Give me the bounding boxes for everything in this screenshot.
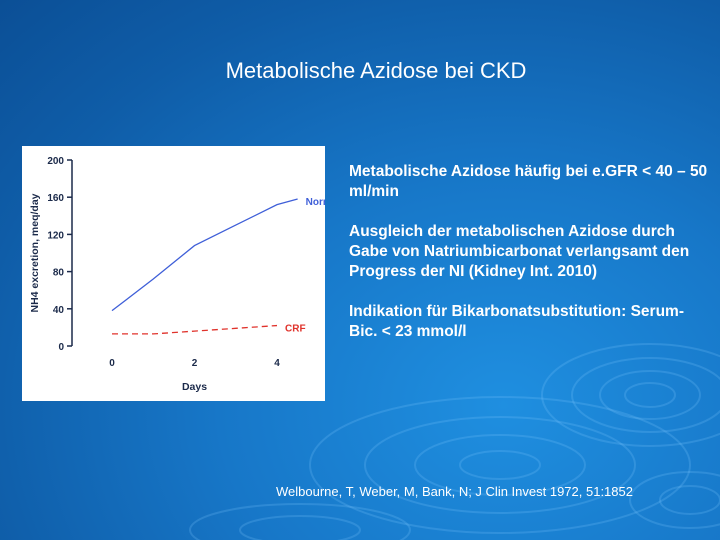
x-tick-label: 4 bbox=[274, 358, 280, 369]
nh4-excretion-chart: 0 40 80 120 160 200 0 2 4 Days NH4 excretion, meq/… bbox=[22, 146, 325, 401]
series-line-normals bbox=[111, 198, 298, 312]
bullet-list: Metabolische Azidose häufig bei e.GFR < … bbox=[349, 162, 709, 362]
reference-citation: Welbourne, T, Weber, M, Bank, N; J Clin … bbox=[276, 484, 633, 499]
x-axis-label: Days bbox=[182, 381, 207, 393]
bullet-item: Metabolische Azidose häufig bei e.GFR < … bbox=[349, 163, 708, 200]
y-tick-label: 120 bbox=[47, 230, 64, 241]
y-tick-label: 0 bbox=[58, 342, 64, 353]
y-tick-label: 200 bbox=[47, 156, 64, 167]
bullet-item: Indikation für Bikarbonatsubstitution: S… bbox=[349, 303, 684, 340]
chart-svg: 0 40 80 120 160 200 0 2 4 Days NH4 excretion, meq/… bbox=[29, 156, 325, 393]
slide-title: Metabolische Azidose bei CKD bbox=[225, 58, 527, 83]
series-label: Normals bbox=[306, 197, 325, 208]
series-line-crf bbox=[112, 324, 278, 335]
bullet-item: Ausgleich der metabolischen Azidose durc… bbox=[349, 223, 690, 280]
x-tick-label: 0 bbox=[109, 358, 115, 369]
x-tick-label: 2 bbox=[192, 358, 198, 369]
y-tick-label: 160 bbox=[47, 193, 64, 204]
series-label: CRF bbox=[285, 324, 306, 335]
y-tick-label: 80 bbox=[53, 268, 65, 279]
y-axis-label: NH4 excretion, meq/day bbox=[29, 193, 41, 312]
y-tick-label: 40 bbox=[53, 305, 65, 316]
